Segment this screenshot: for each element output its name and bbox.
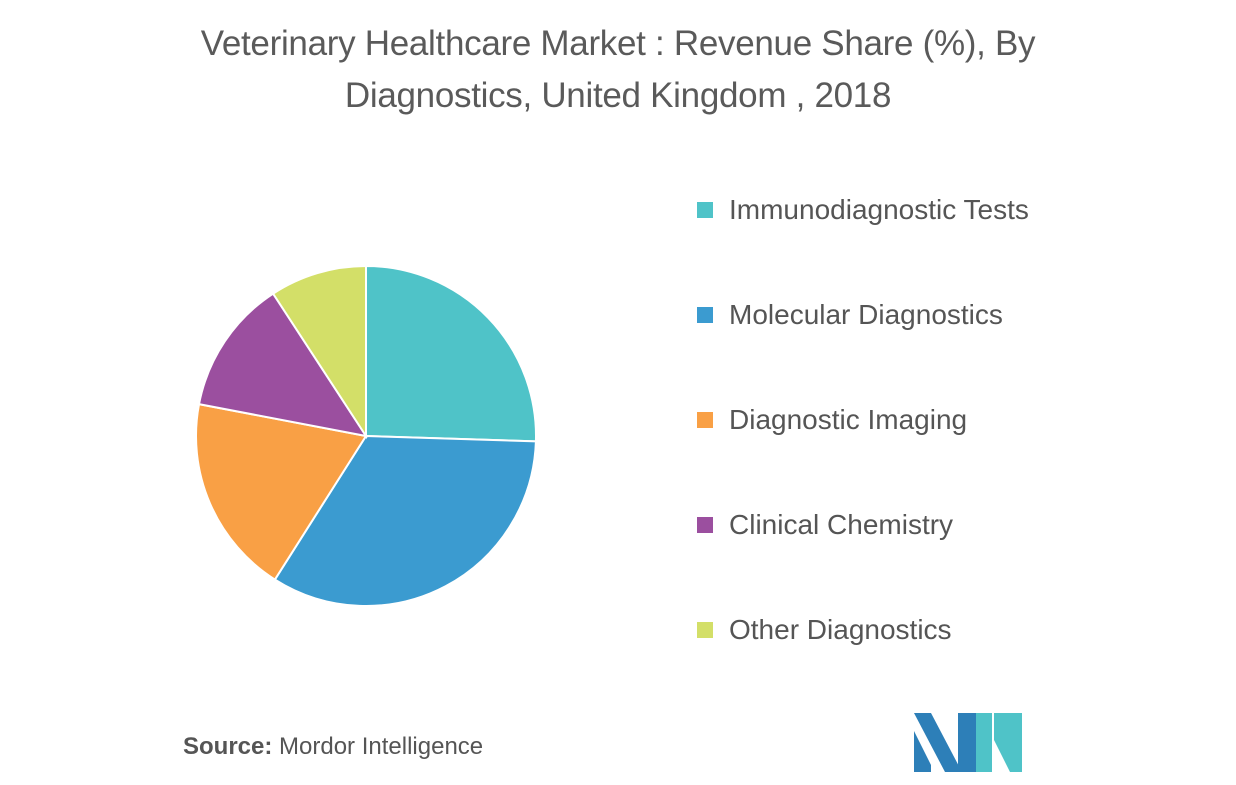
legend-label: Immunodiagnostic Tests [729,194,1029,225]
source-text: Mordor Intelligence [279,733,484,760]
legend-swatch [697,202,713,218]
source-label: Source: [183,733,273,760]
legend-label: Diagnostic Imaging [729,404,968,435]
legend-item: Immunodiagnostic Tests [697,190,1029,230]
pie-slice-diagnostic-imaging [195,402,368,581]
pie-slices [195,264,537,607]
mordor-intelligence-logo [914,713,1022,772]
legend-item: Molecular Diagnostics [697,295,1003,335]
source-note: Source: Mordor Intelligence [183,733,483,761]
legend-label: Molecular Diagnostics [729,299,1003,330]
legend-label: Clinical Chemistry [729,509,954,540]
pie-slice-clinical-chemistry [197,292,369,438]
legend-item: Other Diagnostics [697,610,952,650]
legend-label: Other Diagnostics [729,614,952,645]
pie-slice-immunodiagnostic-tests [365,264,537,443]
legend-item: Clinical Chemistry [697,505,953,545]
legend-swatch [697,412,713,428]
chart-title-line-1: Veterinary Healthcare Market : Revenue S… [200,24,1036,63]
chart-title-line-2: Diagnostics, United Kingdom , 2018 [344,76,892,115]
legend-item: Diagnostic Imaging [697,400,967,440]
legend-swatch [697,307,713,323]
legend-swatch [697,517,713,533]
chart-title: Veterinary Healthcare Market : Revenue S… [0,18,1236,122]
legend-swatch [697,622,713,638]
pie-slice-other-diagnostics [271,264,367,440]
